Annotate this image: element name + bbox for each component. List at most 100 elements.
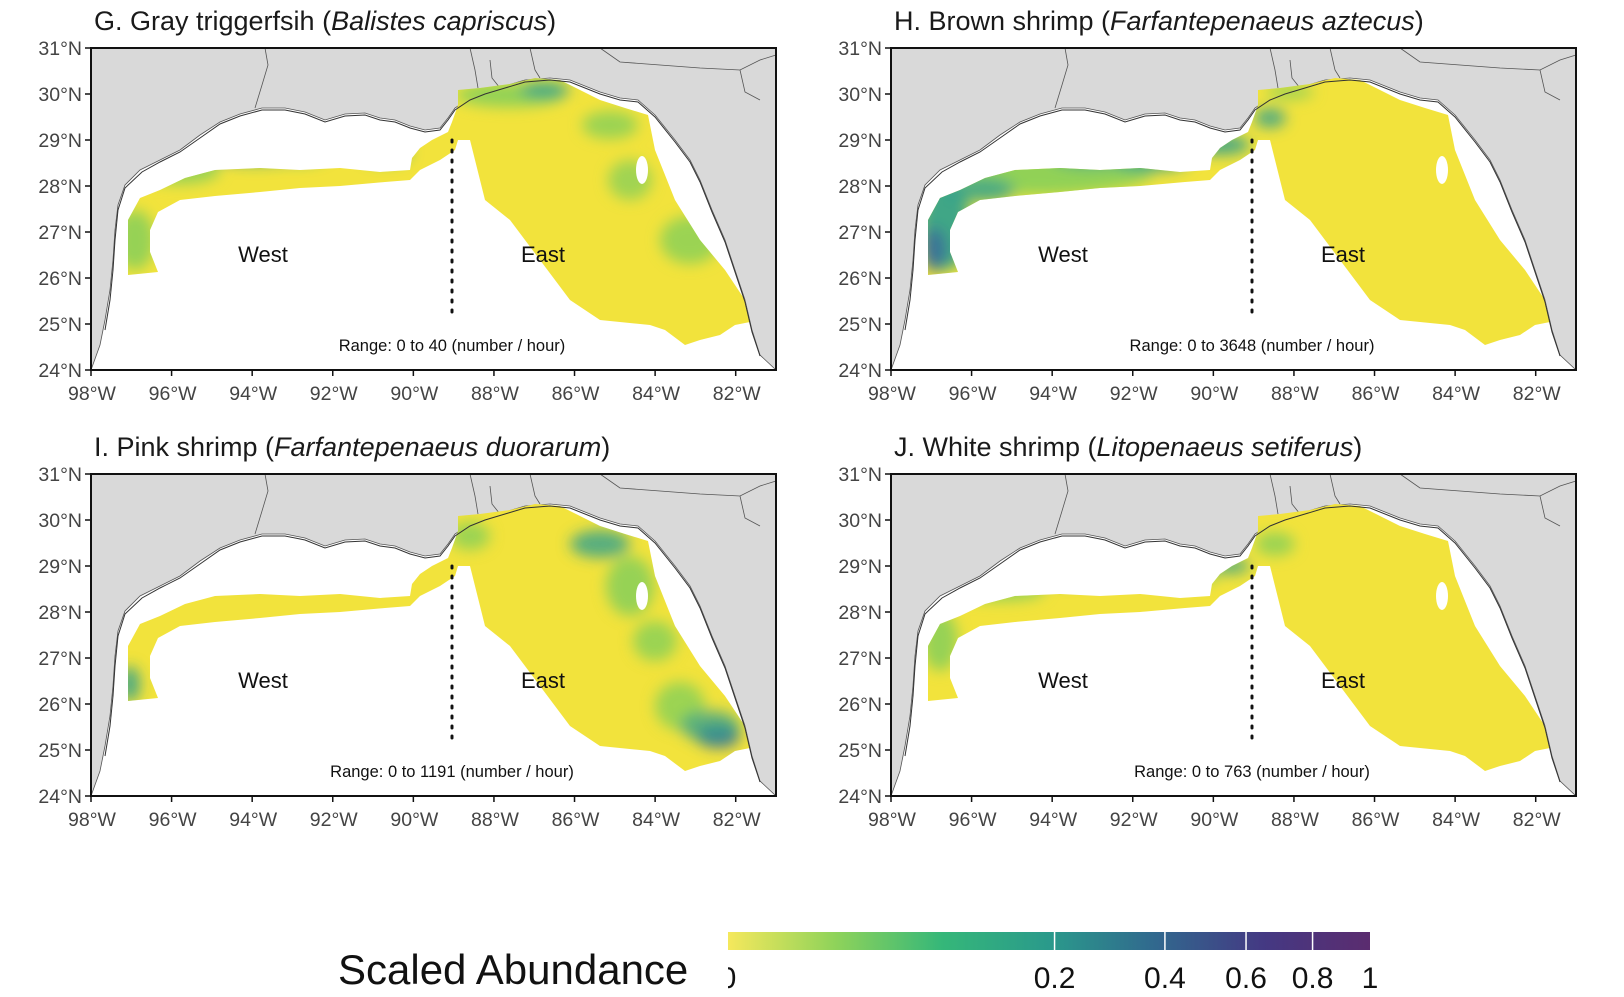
colorbar-tick-label: 0.8 bbox=[1292, 962, 1334, 995]
lat-tick-label: 29°N bbox=[38, 130, 82, 152]
lon-tick-label: 94°W bbox=[229, 809, 277, 831]
lat-tick-label: 24°N bbox=[38, 360, 82, 382]
abundance-hotspot bbox=[606, 556, 654, 616]
abundance-hotspot bbox=[128, 210, 155, 270]
lon-tick-label: 96°W bbox=[149, 809, 197, 831]
lat-tick-label: 26°N bbox=[838, 268, 882, 290]
abundance-hotspot bbox=[570, 530, 630, 558]
lon-tick-label: 82°W bbox=[1513, 809, 1561, 831]
lat-tick-label: 31°N bbox=[38, 38, 82, 60]
lon-tick-label: 82°W bbox=[713, 383, 761, 405]
map-svg: West East Range: 0 to 763 (number / hour) 3… bbox=[838, 464, 1577, 831]
abundance-hotspot bbox=[680, 710, 740, 742]
state-border bbox=[1329, 473, 1341, 505]
data-gap bbox=[1436, 582, 1448, 610]
state-border bbox=[1289, 59, 1301, 89]
west-label: West bbox=[238, 242, 288, 267]
lon-tick-label: 84°W bbox=[632, 809, 680, 831]
abundance-hotspot bbox=[633, 621, 677, 661]
state-border bbox=[1269, 47, 1279, 89]
abundance-hotspot bbox=[1255, 532, 1295, 556]
range-annotation: Range: 0 to 40 (number / hour) bbox=[339, 337, 566, 355]
legend-title: Scaled Abundance bbox=[338, 946, 689, 993]
panel-title: I. Pink shrimp (Farfantepenaeus duorarum… bbox=[94, 432, 611, 462]
abundance-field bbox=[128, 504, 750, 771]
coastline bbox=[104, 505, 761, 783]
range-annotation: Range: 0 to 1191 (number / hour) bbox=[330, 763, 574, 781]
lon-tick-label: 90°W bbox=[1190, 809, 1238, 831]
lat-tick-label: 28°N bbox=[838, 176, 882, 198]
lon-tick-label: 84°W bbox=[632, 383, 680, 405]
lon-tick-label: 94°W bbox=[1029, 383, 1077, 405]
colorbar-tick-label: 0.6 bbox=[1225, 962, 1267, 995]
state-border bbox=[529, 473, 541, 505]
map-frame bbox=[890, 47, 1577, 371]
lon-tick-label: 94°W bbox=[229, 383, 277, 405]
state-border bbox=[599, 473, 777, 497]
lat-tick-label: 24°N bbox=[38, 786, 82, 808]
lat-tick-label: 31°N bbox=[838, 38, 882, 60]
lon-tick-label: 92°W bbox=[310, 809, 358, 831]
lon-tick-label: 82°W bbox=[1513, 383, 1561, 405]
state-border bbox=[254, 47, 269, 109]
state-border bbox=[1289, 485, 1301, 515]
east-label: East bbox=[1321, 242, 1365, 267]
land-area bbox=[890, 473, 1577, 797]
land-area bbox=[90, 47, 777, 371]
lat-tick-label: 27°N bbox=[38, 648, 82, 670]
state-border bbox=[489, 59, 501, 89]
panel-g: G. Gray triggerfsih (Balistes capriscus)… bbox=[0, 0, 812, 440]
range-annotation: Range: 0 to 3648 (number / hour) bbox=[1130, 337, 1375, 355]
west-label: West bbox=[1038, 668, 1088, 693]
lon-tick-label: 86°W bbox=[552, 809, 600, 831]
state-border bbox=[599, 47, 777, 71]
lat-tick-label: 28°N bbox=[38, 176, 82, 198]
lat-tick-label: 24°N bbox=[838, 786, 882, 808]
lon-tick-label: 98°W bbox=[868, 383, 916, 405]
land-area bbox=[890, 47, 1577, 371]
panel-title: J. White shrimp (Litopenaeus setiferus) bbox=[894, 432, 1363, 462]
lon-tick-label: 90°W bbox=[1190, 383, 1238, 405]
lat-tick-label: 27°N bbox=[838, 648, 882, 670]
lon-tick-label: 84°W bbox=[1432, 809, 1480, 831]
lat-tick-label: 28°N bbox=[38, 602, 82, 624]
state-border bbox=[469, 47, 479, 89]
abundance-hotspot bbox=[582, 111, 638, 139]
lon-tick-label: 94°W bbox=[1029, 809, 1077, 831]
lon-tick-label: 96°W bbox=[149, 383, 197, 405]
east-label: East bbox=[521, 242, 565, 267]
abundance-field bbox=[928, 504, 1550, 771]
state-border bbox=[254, 473, 269, 535]
colorbar-tick-label: 1 bbox=[1362, 962, 1379, 995]
abundance-hotspot bbox=[450, 522, 490, 550]
colorbar-tick-label: 0 bbox=[728, 962, 736, 995]
lon-tick-label: 84°W bbox=[1432, 383, 1480, 405]
west-label: West bbox=[238, 668, 288, 693]
lat-tick-label: 29°N bbox=[38, 556, 82, 578]
data-gap bbox=[1436, 156, 1448, 184]
abundance-hotspot bbox=[928, 228, 946, 272]
map-frame bbox=[90, 473, 777, 797]
land-area bbox=[90, 473, 777, 797]
lat-tick-label: 25°N bbox=[838, 314, 882, 336]
lat-tick-label: 30°N bbox=[38, 84, 82, 106]
lat-tick-label: 30°N bbox=[838, 510, 882, 532]
panel-h: H. Brown shrimp (Farfantepenaeus aztecus… bbox=[800, 0, 1612, 440]
west-label: West bbox=[1038, 242, 1088, 267]
abundance-field bbox=[928, 78, 1550, 345]
map-svg: West East Range: 0 to 40 (number / hour) 31… bbox=[38, 38, 777, 405]
colorbar-legend: Scaled Abundance bbox=[0, 910, 1624, 997]
lon-tick-label: 92°W bbox=[1110, 809, 1158, 831]
state-border bbox=[1329, 47, 1341, 79]
lon-tick-label: 88°W bbox=[1271, 809, 1319, 831]
state-border bbox=[1539, 495, 1561, 527]
state-border bbox=[1399, 473, 1577, 497]
coastline bbox=[904, 505, 1561, 783]
lat-tick-label: 26°N bbox=[38, 268, 82, 290]
lon-tick-label: 92°W bbox=[1110, 383, 1158, 405]
coastline bbox=[104, 79, 761, 357]
lon-tick-label: 88°W bbox=[1271, 383, 1319, 405]
map-svg: West East Range: 0 to 1191 (number / hour)… bbox=[38, 464, 777, 831]
lon-tick-label: 90°W bbox=[390, 383, 438, 405]
